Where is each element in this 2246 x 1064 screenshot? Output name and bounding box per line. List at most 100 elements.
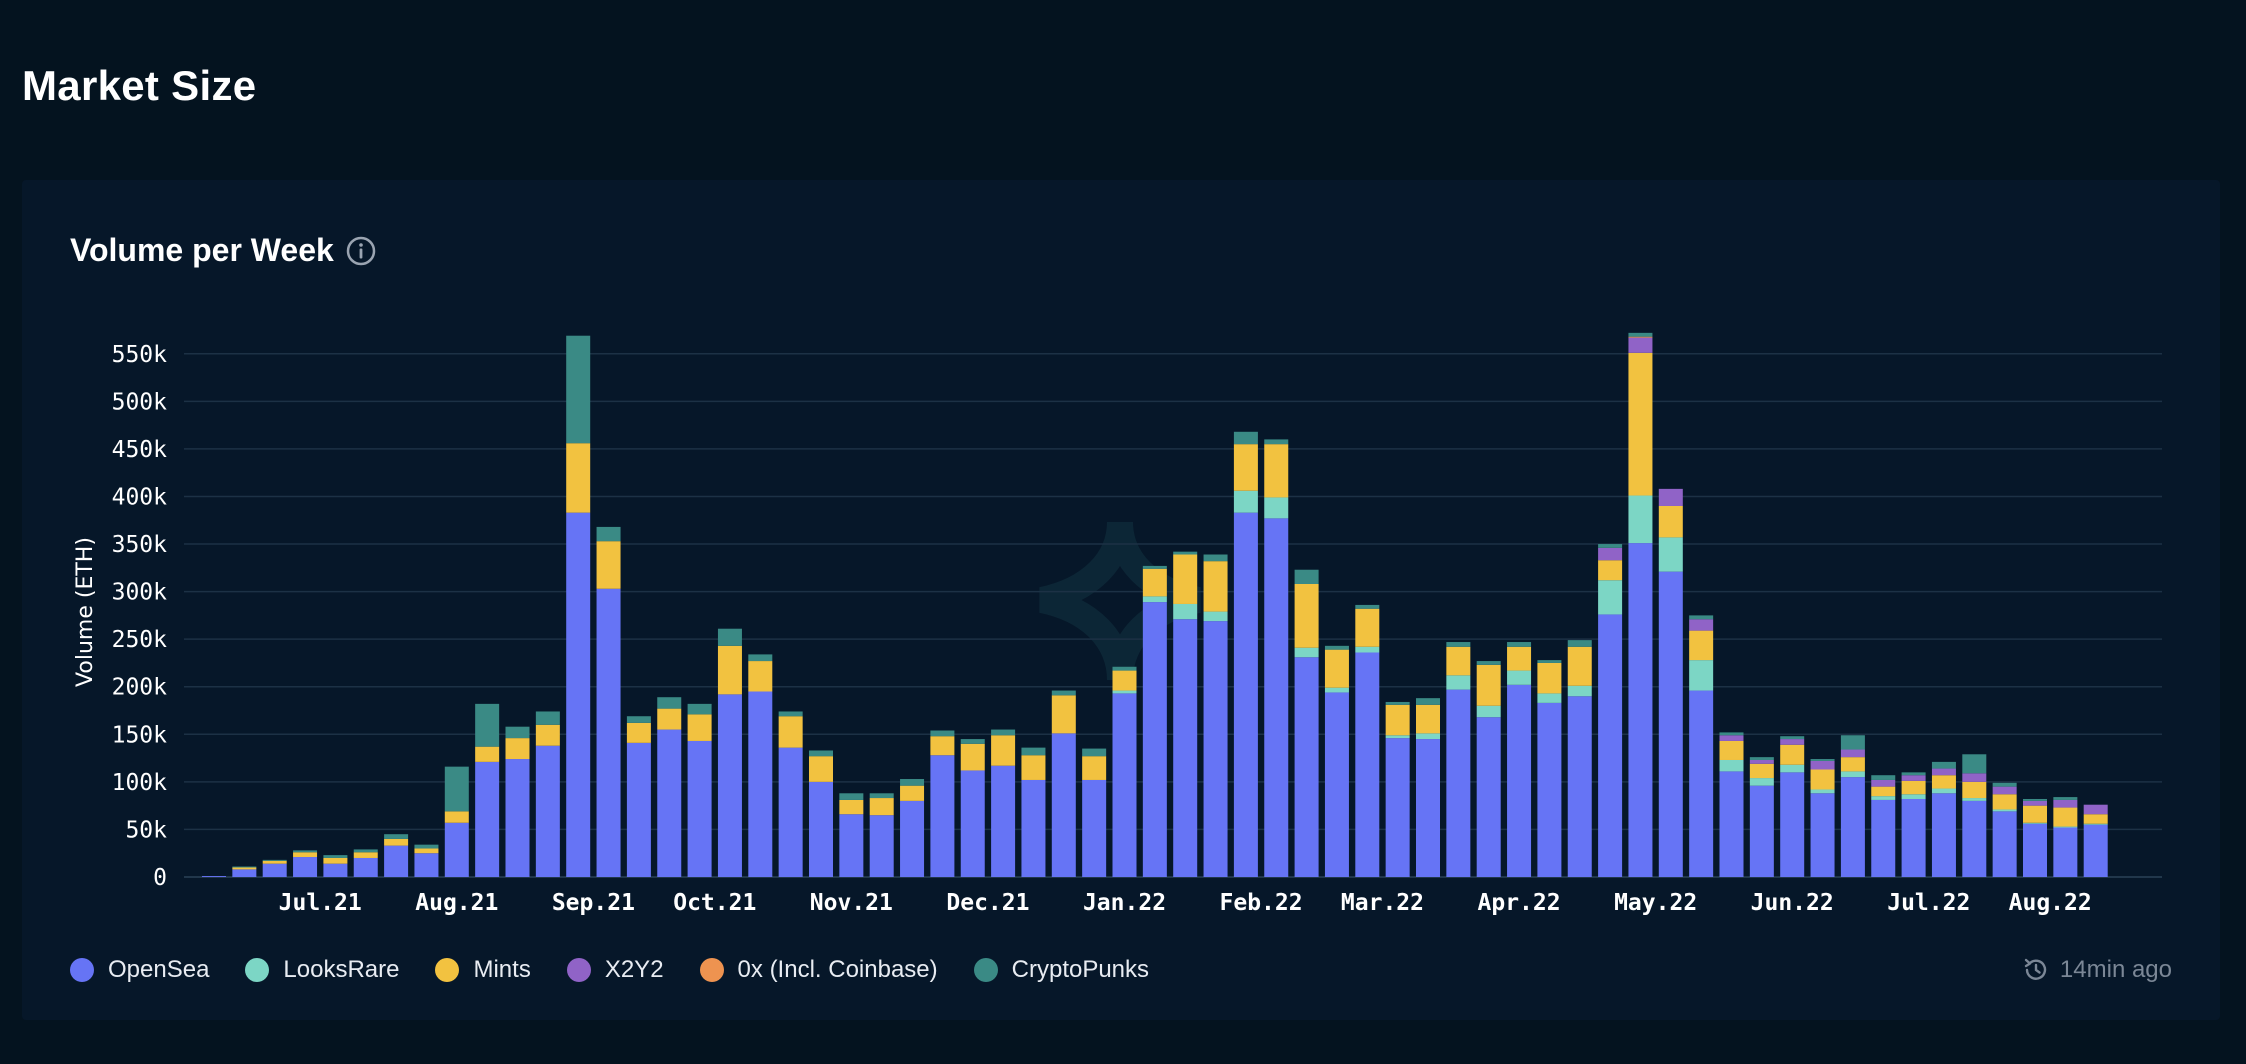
bar-segment-opensea[interactable] bbox=[1355, 652, 1380, 877]
legend-item[interactable]: 0x (Incl. Coinbase) bbox=[699, 956, 938, 984]
bar-segment-opensea[interactable] bbox=[232, 869, 257, 877]
bar-segment-opensea[interactable] bbox=[505, 759, 530, 877]
bar-segment-x2y2[interactable] bbox=[1962, 773, 1987, 782]
bar-segment-mints[interactable] bbox=[748, 661, 773, 692]
week-bar-stack[interactable] bbox=[1840, 735, 1865, 877]
week-bar-stack[interactable] bbox=[384, 834, 409, 877]
week-bar-stack[interactable] bbox=[748, 654, 773, 877]
bar-segment-cryptopunks[interactable] bbox=[717, 628, 742, 646]
legend-item[interactable]: CryptoPunks bbox=[973, 956, 1149, 984]
bar-segment-opensea[interactable] bbox=[748, 691, 773, 877]
bar-segment-looksrare[interactable] bbox=[1324, 687, 1349, 693]
week-bar-stack[interactable] bbox=[900, 779, 925, 877]
bar-segment-cryptopunks[interactable] bbox=[1931, 761, 1956, 769]
bar-segment-opensea[interactable] bbox=[293, 857, 318, 877]
bar-segment-x2y2[interactable] bbox=[1840, 749, 1865, 758]
week-bar-stack[interactable] bbox=[991, 729, 1016, 877]
bar-segment-x2y2[interactable] bbox=[1871, 779, 1896, 787]
bar-segment-cryptopunks[interactable] bbox=[1749, 757, 1774, 760]
week-bar-stack[interactable] bbox=[869, 793, 894, 877]
bar-segment-looksrare[interactable] bbox=[1689, 660, 1714, 691]
bar-segment-mints[interactable] bbox=[1476, 664, 1501, 706]
week-bar-stack[interactable] bbox=[293, 850, 318, 877]
bar-segment-looksrare[interactable] bbox=[1931, 788, 1956, 794]
week-bar-stack[interactable] bbox=[809, 750, 833, 877]
bar-segment-mints[interactable] bbox=[1628, 352, 1653, 496]
bar-segment-opensea[interactable] bbox=[1173, 619, 1198, 877]
bar-segment-mints[interactable] bbox=[900, 785, 925, 801]
bar-segment-cryptopunks[interactable] bbox=[1051, 690, 1076, 696]
bar-segment-mints[interactable] bbox=[414, 848, 439, 854]
bar-segment-looksrare[interactable] bbox=[1598, 580, 1623, 615]
week-bar-stack[interactable] bbox=[596, 526, 621, 877]
week-bar-stack[interactable] bbox=[2083, 804, 2108, 877]
bar-segment-cryptopunks[interactable] bbox=[626, 716, 651, 723]
bar-segment-opensea[interactable] bbox=[596, 588, 621, 877]
bar-segment-cryptopunks[interactable] bbox=[444, 766, 469, 812]
bar-segment-cryptopunks[interactable] bbox=[262, 859, 287, 861]
week-bar-stack[interactable] bbox=[444, 766, 469, 877]
bar-segment-opensea[interactable] bbox=[1598, 614, 1623, 877]
week-bar-stack[interactable] bbox=[930, 730, 955, 877]
bar-segment-opensea[interactable] bbox=[687, 740, 712, 877]
bar-segment-opensea[interactable] bbox=[1233, 512, 1258, 877]
week-bar-stack[interactable] bbox=[1385, 701, 1410, 877]
bar-segment-cryptopunks[interactable] bbox=[1203, 554, 1228, 562]
bar-segment-mints[interactable] bbox=[1962, 781, 1987, 799]
bar-segment-cryptopunks[interactable] bbox=[353, 849, 378, 853]
bar-segment-mints[interactable] bbox=[1689, 630, 1714, 661]
week-bar-stack[interactable] bbox=[1051, 690, 1076, 877]
bar-segment-opensea[interactable] bbox=[1021, 779, 1046, 877]
bar-segment-opensea[interactable] bbox=[1203, 621, 1228, 877]
bar-segment-cryptopunks[interactable] bbox=[1840, 735, 1865, 750]
bar-segment-mints[interactable] bbox=[475, 746, 500, 762]
week-bar-stack[interactable] bbox=[960, 739, 985, 877]
bar-segment-x2y2[interactable] bbox=[1749, 759, 1774, 764]
bar-segment-mints[interactable] bbox=[657, 708, 682, 730]
bar-segment-mints[interactable] bbox=[1294, 583, 1319, 648]
bar-segment-cryptopunks[interactable] bbox=[535, 711, 560, 725]
bar-segment-mints[interactable] bbox=[687, 714, 712, 741]
bar-segment-mints[interactable] bbox=[1658, 505, 1683, 538]
bar-segment-mints[interactable] bbox=[232, 867, 257, 870]
week-bar-stack[interactable] bbox=[1082, 748, 1107, 877]
bar-segment-opensea[interactable] bbox=[2053, 827, 2078, 877]
bar-segment-looksrare[interactable] bbox=[1871, 796, 1896, 800]
bar-segment-cryptopunks[interactable] bbox=[384, 834, 409, 839]
bar-segment-opensea[interactable] bbox=[1537, 702, 1562, 877]
bar-segment-opensea[interactable] bbox=[1658, 571, 1683, 877]
bar-segment-opensea[interactable] bbox=[839, 814, 864, 877]
week-bar-stack[interactable] bbox=[1294, 569, 1319, 877]
bar-segment-mints[interactable] bbox=[535, 724, 560, 746]
bar-segment-cryptopunks[interactable] bbox=[1112, 666, 1137, 671]
bar-segment-mints[interactable] bbox=[293, 852, 318, 858]
bar-segment-x2y2[interactable] bbox=[1931, 768, 1956, 776]
bar-segment-mints[interactable] bbox=[353, 852, 378, 858]
bar-segment-looksrare[interactable] bbox=[1233, 490, 1258, 513]
bar-segment-opensea[interactable] bbox=[1567, 696, 1592, 877]
week-bar-stack[interactable] bbox=[1233, 431, 1258, 877]
bar-segment-mints[interactable] bbox=[1446, 646, 1471, 676]
bar-segment-opensea[interactable] bbox=[535, 745, 560, 877]
bar-segment-opensea[interactable] bbox=[1294, 657, 1319, 877]
bar-segment-looksrare[interactable] bbox=[1112, 690, 1137, 694]
week-bar-stack[interactable] bbox=[657, 697, 682, 877]
bar-segment-cryptopunks[interactable] bbox=[809, 750, 833, 757]
bar-segment-mints[interactable] bbox=[930, 736, 955, 756]
bar-segment-opensea[interactable] bbox=[1840, 777, 1865, 877]
bar-segment-looksrare[interactable] bbox=[2053, 826, 2078, 828]
bar-segment-opensea[interactable] bbox=[444, 822, 469, 877]
bar-segment-cryptopunks[interactable] bbox=[1719, 732, 1744, 736]
bar-segment-opensea[interactable] bbox=[930, 755, 955, 877]
bar-segment-opensea[interactable] bbox=[1689, 690, 1714, 877]
bar-segment-opensea[interactable] bbox=[262, 863, 287, 877]
bar-segment-looksrare[interactable] bbox=[1962, 798, 1987, 801]
bar-segment-0x-incl-coinbase[interactable] bbox=[1628, 336, 1653, 338]
bar-segment-cryptopunks[interactable] bbox=[960, 739, 985, 744]
bar-segment-x2y2[interactable] bbox=[1992, 786, 2017, 795]
bar-segment-cryptopunks[interactable] bbox=[414, 844, 439, 849]
bar-segment-mints[interactable] bbox=[505, 738, 530, 760]
bar-segment-mints[interactable] bbox=[1264, 444, 1289, 498]
bar-segment-cryptopunks[interactable] bbox=[1901, 772, 1926, 776]
week-bar-stack[interactable] bbox=[323, 855, 348, 877]
